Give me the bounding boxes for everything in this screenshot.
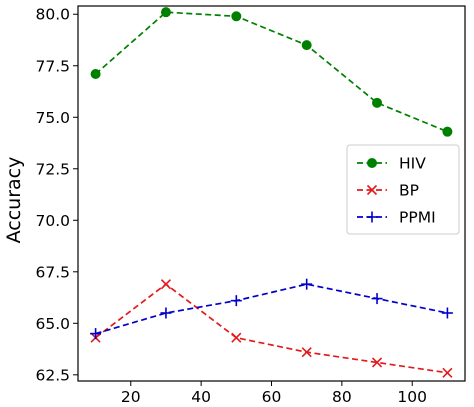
x-tick-label: 60: [262, 388, 282, 406]
data-point-hiv: [372, 97, 383, 108]
data-point-bp: [442, 367, 453, 378]
series-line-bp: [95, 283, 448, 374]
data-point-ppmi: [301, 278, 313, 290]
data-point-bp: [371, 357, 383, 368]
data-point-hiv: [442, 126, 453, 137]
data-point-bp: [301, 347, 312, 358]
data-point-hiv: [231, 11, 242, 22]
legend-marker-hiv: [367, 158, 377, 168]
data-point-ppmi: [230, 295, 242, 307]
data-point-hiv: [90, 68, 101, 79]
x-tick-label: 20: [121, 388, 141, 406]
legend-label-hiv: HIV: [399, 155, 426, 173]
y-axis-label: Accuracy: [3, 157, 25, 244]
data-point-bp: [231, 332, 242, 343]
legend-label-ppmi: PPMI: [399, 209, 436, 227]
x-tick-label: 40: [191, 388, 211, 406]
x-tick-label: 100: [397, 388, 427, 406]
y-tick-label: 72.5: [35, 160, 70, 178]
plot-layer: [90, 7, 453, 378]
y-tick-label: 70.0: [35, 212, 70, 230]
ticks-layer: 20 40 60 80 100 62.5 65.0 67.5 70.0 72.5 75.0 77.5 8…: [35, 6, 427, 406]
legend-box: [346, 144, 460, 235]
y-tick-label: 77.5: [35, 57, 70, 75]
y-tick-label: 75.0: [35, 109, 70, 127]
data-point-ppmi: [441, 307, 453, 319]
data-point-bp: [160, 279, 172, 290]
y-tick-label: 67.5: [35, 263, 70, 281]
series-line-hiv: [95, 11, 448, 133]
y-tick-label: 62.5: [35, 366, 70, 384]
plot-frame: [77, 5, 466, 382]
x-tick-label: 80: [332, 388, 352, 406]
y-tick-label: 80.0: [35, 6, 70, 24]
data-point-hiv: [160, 7, 171, 18]
y-tick-label: 65.0: [35, 315, 70, 333]
data-point-ppmi: [90, 328, 102, 340]
legend: HIV BP PPMI: [346, 144, 460, 235]
series-line-ppmi: [95, 283, 448, 335]
data-point-ppmi: [371, 293, 383, 305]
legend-label-bp: BP: [399, 182, 419, 200]
data-point-hiv: [301, 40, 312, 51]
data-point-ppmi: [160, 307, 172, 319]
legend-marker-bp: [366, 184, 378, 196]
legend-marker-ppmi: [366, 211, 378, 223]
